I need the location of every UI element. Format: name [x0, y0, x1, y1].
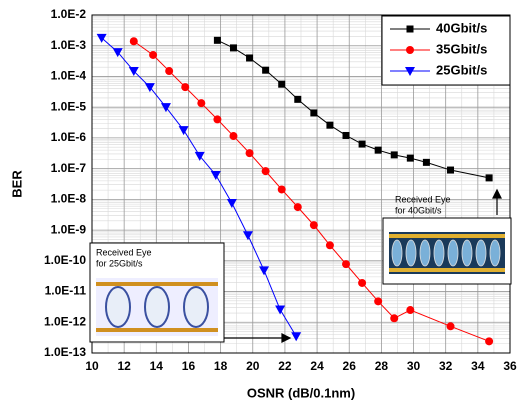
marker — [278, 185, 286, 193]
marker — [326, 241, 334, 249]
y-tick-label: 1.0E-12 — [44, 314, 86, 328]
marker — [390, 314, 398, 322]
marker — [213, 115, 221, 123]
annotation: for 25Gbit/s — [96, 258, 143, 268]
marker — [294, 203, 302, 211]
marker — [375, 147, 382, 154]
marker — [310, 221, 318, 229]
x-tick-label: 10 — [85, 359, 99, 373]
x-tick-label: 30 — [407, 359, 421, 373]
x-tick-label: 26 — [343, 359, 357, 373]
marker — [447, 322, 455, 330]
annotation: for 40Gbit/s — [395, 205, 442, 215]
marker — [246, 149, 254, 157]
marker — [486, 174, 493, 181]
marker — [246, 54, 253, 61]
x-tick-label: 28 — [375, 359, 389, 373]
marker — [406, 306, 414, 314]
marker — [181, 83, 189, 91]
marker — [358, 279, 366, 287]
marker — [406, 46, 414, 54]
marker — [165, 67, 173, 75]
y-tick-label: 1.0E-7 — [51, 161, 87, 175]
legend-label: 35Gbit/s — [436, 41, 487, 56]
marker — [230, 44, 237, 51]
y-tick-label: 1.0E-5 — [51, 99, 87, 113]
marker — [262, 67, 269, 74]
marker — [343, 132, 350, 139]
marker — [342, 260, 350, 268]
x-tick-label: 22 — [278, 359, 292, 373]
marker — [229, 132, 237, 140]
x-tick-label: 36 — [503, 359, 517, 373]
y-tick-label: 1.0E-11 — [45, 284, 87, 298]
x-tick-label: 16 — [182, 359, 196, 373]
y-tick-label: 1.0E-8 — [51, 192, 87, 206]
marker — [407, 26, 414, 33]
marker — [407, 155, 414, 162]
eye-openings — [106, 287, 208, 327]
marker — [374, 297, 382, 305]
x-tick-label: 32 — [439, 359, 453, 373]
annotation: Received Eye — [96, 247, 152, 257]
marker — [447, 167, 454, 174]
y-tick-label: 1.0E-6 — [51, 130, 87, 144]
x-tick-label: 20 — [246, 359, 260, 373]
y-tick-label: 1.0E-9 — [51, 222, 87, 236]
y-tick-label: 1.0E-13 — [44, 345, 86, 359]
chart: BER OSNR (dB/0.1nm) Received Eye for 40G… — [0, 0, 525, 406]
eye-diagram-40g — [383, 218, 511, 284]
marker — [278, 81, 285, 88]
marker — [214, 37, 221, 44]
y-tick-label: 1.0E-3 — [51, 38, 87, 52]
marker — [149, 51, 157, 59]
marker — [262, 167, 270, 175]
y-tick-label: 1.0E-10 — [44, 253, 86, 267]
marker — [359, 141, 366, 148]
legend-label: 40Gbit/s — [436, 20, 487, 35]
x-tick-label: 14 — [150, 359, 164, 373]
marker — [423, 159, 430, 166]
x-axis-label: OSNR (dB/0.1nm) — [247, 385, 355, 400]
x-tick-label: 12 — [117, 359, 131, 373]
marker — [294, 96, 301, 103]
marker — [130, 37, 138, 45]
legend: 40Gbit/s 35Gbit/s 25Gbit/s — [382, 16, 510, 85]
marker — [326, 122, 333, 129]
x-tick-label: 34 — [471, 359, 485, 373]
y-axis-label: BER — [9, 170, 24, 198]
y-tick-label: 1.0E-4 — [51, 69, 87, 83]
x-tick-label: 24 — [310, 359, 324, 373]
marker — [310, 109, 317, 116]
legend-label: 25Gbit/s — [436, 62, 487, 77]
marker — [197, 99, 205, 107]
marker — [391, 151, 398, 158]
y-tick-label: 1.0E-2 — [51, 7, 87, 21]
x-tick-label: 18 — [214, 359, 228, 373]
annotation: Received Eye — [395, 194, 451, 204]
marker — [485, 337, 493, 345]
